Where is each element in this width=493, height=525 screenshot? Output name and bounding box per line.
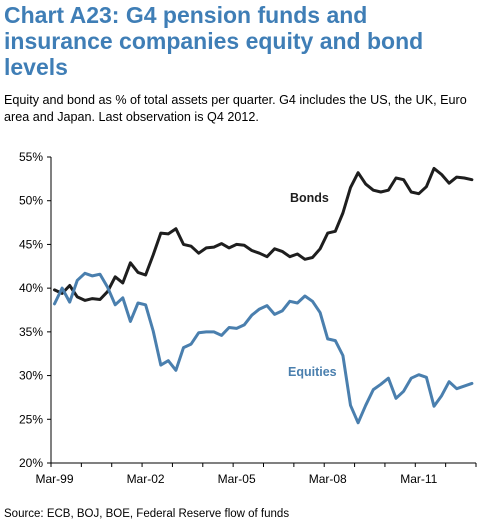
series-label-equities: Equities — [288, 365, 337, 379]
y-tick-label: 35% — [19, 325, 43, 339]
y-tick-label: 55% — [19, 150, 43, 164]
y-tick-label: 45% — [19, 237, 43, 251]
series-label-bonds: Bonds — [290, 191, 329, 205]
y-tick-label: 20% — [19, 456, 43, 470]
x-tick-label: Mar-05 — [218, 472, 256, 486]
y-tick-label: 50% — [19, 194, 43, 208]
y-tick-label: 30% — [19, 369, 43, 383]
x-tick-label: Mar-99 — [35, 472, 73, 486]
chart-title: Chart A23: G4 pension funds and insuranc… — [4, 2, 424, 80]
chart-series — [53, 166, 474, 425]
chart-axes: 20% 25% 30% 35% 40% 45% 50% 55% Mar-99 Mar-02 Mar-… — [19, 150, 477, 486]
chart-source: Source: ECB, BOJ, BOE, Federal Reserve f… — [4, 508, 290, 520]
series-line-bonds — [53, 166, 474, 302]
x-tick-label: Mar-08 — [309, 472, 347, 486]
y-tick-label: 25% — [19, 412, 43, 426]
y-tick-label: 40% — [19, 281, 43, 295]
x-tick-label: Mar-02 — [127, 472, 165, 486]
chart-subtitle: Equity and bond as % of total assets per… — [4, 93, 467, 124]
chart-series-labels: Bonds Equities — [288, 191, 337, 379]
x-tick-label: Mar-11 — [400, 472, 437, 486]
series-line-equities — [53, 271, 474, 425]
